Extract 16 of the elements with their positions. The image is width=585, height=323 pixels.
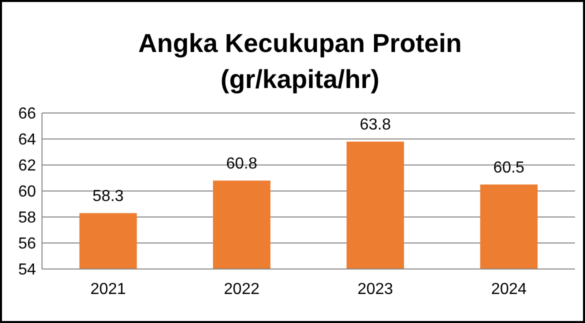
data-label: 60.5 [493, 160, 525, 176]
x-tick-label: 2021 [90, 281, 126, 298]
data-label: 63.8 [360, 116, 391, 134]
y-tick-label: 60 [18, 184, 36, 201]
data-label: 58.3 [92, 188, 124, 206]
x-tick-label: 2023 [357, 281, 394, 298]
y-tick-label: 64 [18, 132, 36, 149]
y-tick-label: 54 [18, 262, 36, 279]
y-tick-label: 62 [18, 158, 36, 175]
data-label: 60.8 [226, 156, 258, 173]
y-tick-label: 56 [18, 236, 36, 253]
x-tick-label: 2022 [224, 281, 260, 298]
y-tick-label: 58 [18, 210, 36, 227]
x-tick-label: 2024 [491, 281, 527, 298]
y-tick-label: 66 [18, 106, 36, 123]
chart-title: Angka Kecukupan Protein (gr/kapita/hr) [138, 28, 462, 94]
